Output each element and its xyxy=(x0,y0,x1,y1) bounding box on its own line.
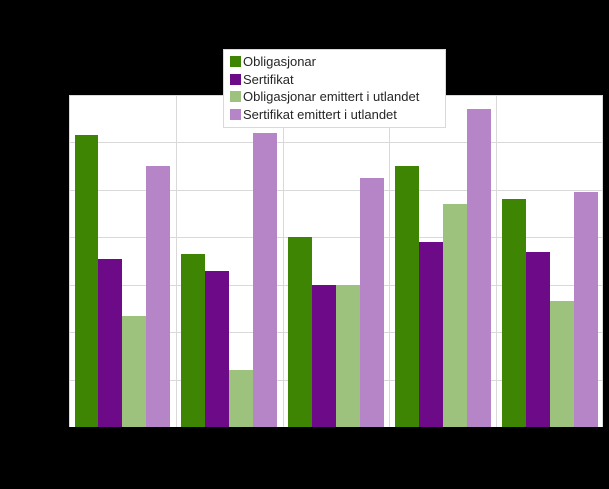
bar-series4-group2 xyxy=(253,132,278,427)
legend-swatch-sertifikat-utlandet xyxy=(230,108,241,120)
legend-label: Sertifikat xyxy=(243,71,294,87)
legend-label: Sertifikat emittert i utlandet xyxy=(243,106,397,122)
plot-area xyxy=(69,95,603,427)
bar-series3-group5 xyxy=(549,301,574,427)
gridline-horizontal xyxy=(69,142,603,144)
bar-series4-group1 xyxy=(146,166,171,427)
legend-swatch-obligasjonar-utlandet xyxy=(230,91,241,103)
bar-series1-group3 xyxy=(288,237,313,427)
legend-label: Obligasjonar xyxy=(243,54,316,70)
bar-series1-group2 xyxy=(181,253,206,427)
legend-item-obligasjonar: Obligasjonar xyxy=(230,53,439,71)
bar-series2-group1 xyxy=(98,258,123,427)
bar-series1-group5 xyxy=(501,199,526,427)
bar-group-3 xyxy=(283,95,390,427)
bar-series3-group1 xyxy=(122,315,147,427)
bar-series4-group5 xyxy=(573,192,598,427)
gridline-horizontal xyxy=(69,237,603,239)
gridline-vertical xyxy=(496,95,498,427)
gridline-vertical xyxy=(602,95,603,427)
bar-group-4 xyxy=(389,95,496,427)
bar-series4-group3 xyxy=(359,178,384,427)
gridline-vertical xyxy=(175,95,177,427)
bar-series2-group3 xyxy=(312,284,336,427)
gridline-vertical xyxy=(389,95,391,427)
legend-item-obligasjonar-utlandet: Obligasjonar emittert i utlandet xyxy=(230,88,439,106)
bar-series2-group5 xyxy=(525,251,550,427)
bar-series3-group2 xyxy=(229,370,254,427)
bar-series4-group4 xyxy=(466,109,491,427)
legend-swatch-sertifikat xyxy=(230,73,241,85)
bar-series2-group2 xyxy=(205,270,230,427)
bar-series3-group4 xyxy=(442,204,467,427)
bar-group-1 xyxy=(69,95,176,427)
bar-series3-group3 xyxy=(336,284,360,427)
legend-swatch-obligasjonar xyxy=(230,56,241,68)
bar-group-2 xyxy=(176,95,283,427)
legend-item-sertifikat: Sertifikat xyxy=(230,71,439,89)
gridline-vertical xyxy=(69,95,70,427)
bar-series1-group4 xyxy=(394,166,419,427)
legend-item-sertifikat-utlandet: Sertifikat emittert i utlandet xyxy=(230,106,439,124)
gridline-horizontal xyxy=(69,189,603,191)
legend: Obligasjonar Sertifikat Obligasjonar emi… xyxy=(223,49,446,128)
bar-group-5 xyxy=(496,95,603,427)
gridline-vertical xyxy=(282,95,284,427)
bar-series1-group1 xyxy=(74,135,99,427)
legend-label: Obligasjonar emittert i utlandet xyxy=(243,89,420,105)
bar-groups xyxy=(69,95,603,427)
bar-series2-group4 xyxy=(418,242,443,427)
